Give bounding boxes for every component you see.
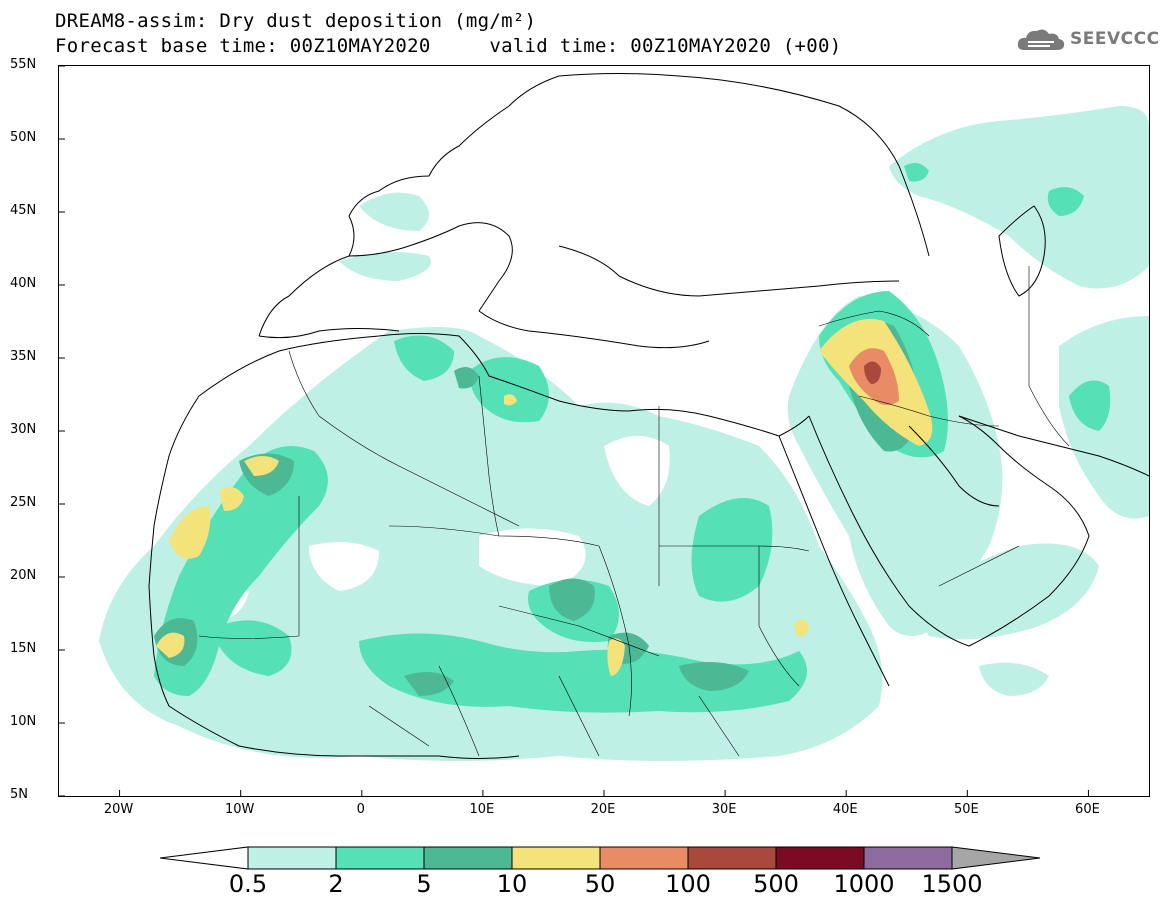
colorbar-label-1000: 1000 <box>833 870 895 898</box>
coastlines <box>148 73 1149 759</box>
forecast-time-line: Forecast base time: 00Z10MAY2020 valid t… <box>55 35 842 57</box>
logo-text: SEEVCCC <box>1070 29 1160 49</box>
colorbar-box-6 <box>775 846 865 870</box>
cloud-icon <box>1017 29 1065 50</box>
colorbar-box-4 <box>599 846 689 870</box>
colorbar-label-2: 2 <box>328 870 344 898</box>
lon-label-10W: 10W <box>224 802 255 817</box>
lat-label-50N: 50N <box>10 130 37 145</box>
colorbar-box-1 <box>335 846 425 870</box>
map-title: DREAM8-assim: Dry dust deposition (mg/m²… <box>55 10 537 32</box>
colorbar-label-0.5: 0.5 <box>228 870 268 898</box>
colorbar-box-7 <box>863 846 953 870</box>
colorbar-under-triangle <box>160 846 249 870</box>
lat-label-45N: 45N <box>10 203 37 218</box>
colorbar-label-10: 10 <box>496 870 528 898</box>
colorbar-label-1500: 1500 <box>921 870 983 898</box>
lon-label-50E: 50E <box>953 802 979 817</box>
lon-label-10E: 10E <box>469 802 495 817</box>
deposition-field-100-500 <box>864 361 881 384</box>
map-panel <box>58 65 1150 797</box>
lon-label-20W: 20W <box>103 802 134 817</box>
lat-label-10N: 10N <box>10 714 37 729</box>
colorbar-box-5 <box>687 846 777 870</box>
country-borders <box>198 266 1070 757</box>
lon-label-20E: 20E <box>590 802 616 817</box>
lat-label-40N: 40N <box>10 276 37 291</box>
colorbar-label-100: 100 <box>665 870 711 898</box>
colorbar-over-triangle <box>951 846 1041 870</box>
lat-label-25N: 25N <box>10 495 37 510</box>
colorbar-box-0 <box>247 846 337 870</box>
colorbar-label-500: 500 <box>753 870 799 898</box>
lat-label-55N: 55N <box>10 57 37 72</box>
dust-deposition-map <box>59 66 1149 796</box>
lat-label-30N: 30N <box>10 422 37 437</box>
colorbar-label-50: 50 <box>584 870 616 898</box>
lat-label-20N: 20N <box>10 568 37 583</box>
seevccc-logo: SEEVCCC <box>1016 26 1160 52</box>
colorbar-box-2 <box>423 846 513 870</box>
axis-ticks <box>59 66 1089 796</box>
lon-label-30E: 30E <box>711 802 737 817</box>
lon-label-0: 0 <box>356 802 365 817</box>
colorbar-label-5: 5 <box>416 870 432 898</box>
lat-label-35N: 35N <box>10 349 37 364</box>
lon-label-40E: 40E <box>832 802 858 817</box>
colorbar-box-3 <box>511 846 601 870</box>
lat-label-5N: 5N <box>10 787 28 802</box>
lat-label-15N: 15N <box>10 641 37 656</box>
colorbar <box>160 846 1041 870</box>
lon-label-60E: 60E <box>1075 802 1100 817</box>
